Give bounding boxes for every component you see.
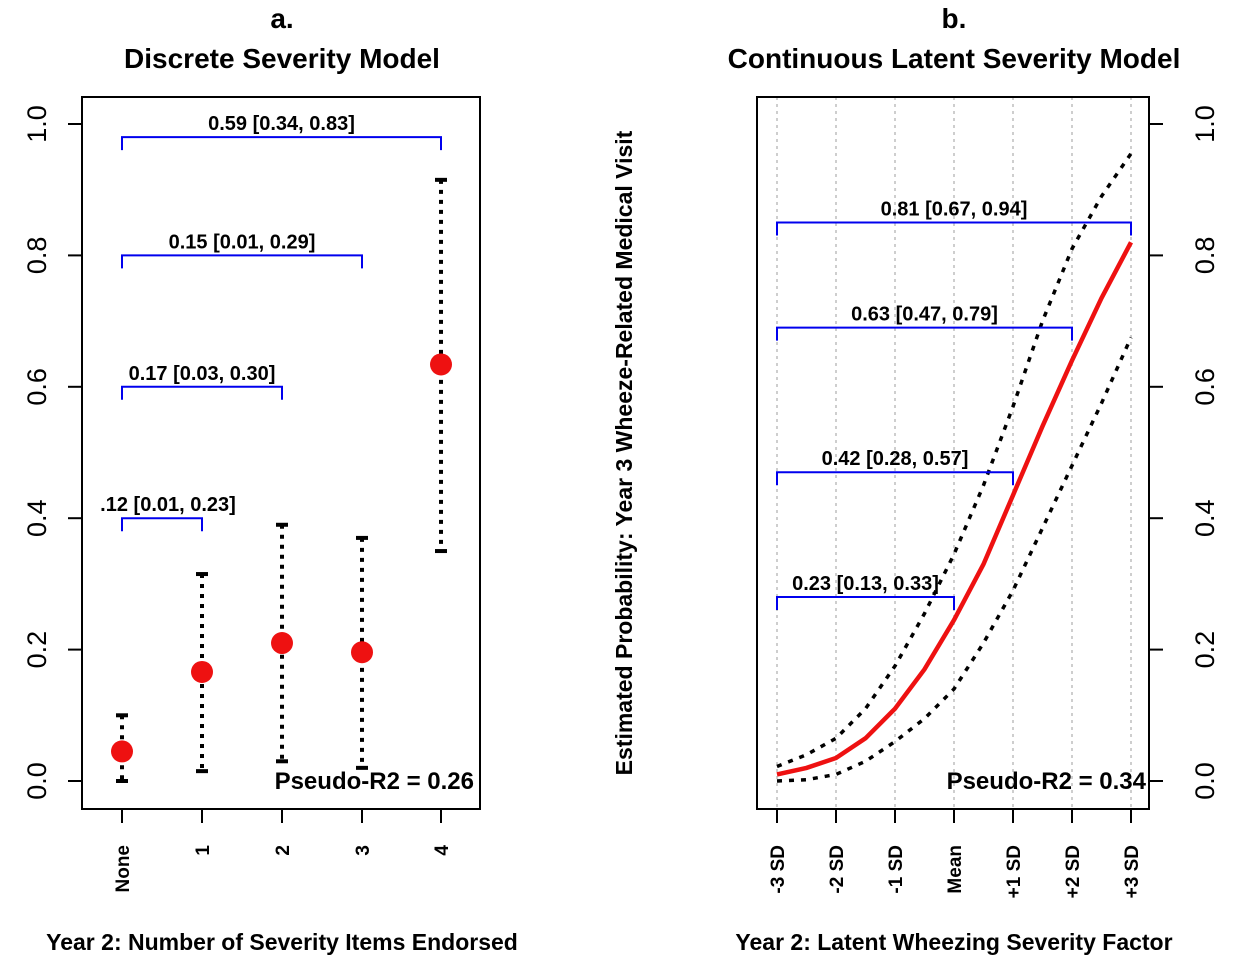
panel-b-curve-upper [776,152,1133,769]
panel-a-y-tick-label: 0.8 [22,237,52,275]
panel-b-y-tick-label: 1.0 [1190,105,1220,143]
panel-a-point [430,353,452,376]
panel-b-continuous-severity-chart: b. Continuous Latent Severity Model 0.00… [728,3,1220,955]
panel-a-y-tick-label: 0.4 [22,499,52,537]
panel-a-y-tick-label: 0.2 [22,631,52,669]
panel-b-pseudo-r2: Pseudo-R2 = 0.34 [947,768,1147,795]
panel-a-title: Discrete Severity Model [124,43,440,74]
panel-a-x-tick-label: 1 [193,845,214,856]
panel-b-curves [776,152,1133,783]
panel-b-brackets: 0.23 [0.13, 0.33] 0.42 [0.28, 0.57] 0.63 [… [776,199,1132,611]
panel-a-y-tick-label: 0.0 [22,762,52,800]
panel-b-x-tick-label: +1 SD [1004,845,1025,898]
panel-a-x-tick-label: None [113,845,134,893]
panel-b-curve-estimate [776,241,1133,777]
panel-b-x-tick-label: -2 SD [827,845,848,894]
y-axis-label: Estimated Probability: Year 3 Wheeze-Rel… [611,130,637,775]
panel-b-x-axis: -3 SD -2 SD -1 SD Mean +1 SD +2 SD +3 SD [768,809,1143,898]
panel-a-bracket [121,136,442,151]
panel-a-discrete-severity-chart: a. Discrete Severity Model 0.00.20.40.60… [22,3,518,955]
panel-b-letter: b. [942,3,967,34]
panel-b-y-axis: 0.0 0.2 0.4 0.6 0.8 1.0 [1149,105,1220,800]
panel-b-y-tick-label: 0.0 [1190,762,1220,800]
panel-a-point [271,632,293,655]
panel-b-bracket-label: 0.63 [0.47, 0.79] [851,304,998,326]
panel-b-x-tick-label: +2 SD [1063,845,1084,898]
panel-a-confidence-intervals [116,177,447,783]
panel-a-bracket-label: 0.17 [0.03, 0.30] [129,363,276,385]
panel-a-point [111,740,133,763]
panel-a-bracket-label: .12 [0.01, 0.23] [100,494,236,516]
panel-a-x-tick-label: 3 [353,845,374,856]
panel-a-point [351,641,373,664]
panel-b-x-tick-label: -1 SD [886,845,907,894]
panel-a-y-tick-label: 0.6 [22,368,52,406]
panel-b-y-tick-label: 0.8 [1190,237,1220,275]
panel-b-y-tick-label: 0.2 [1190,631,1220,669]
panel-a-bracket-label: 0.15 [0.01, 0.29] [169,231,316,253]
panel-a-letter: a. [270,3,293,34]
panel-a-x-tick-label: 4 [432,845,453,856]
panel-a-x-axis-label: Year 2: Number of Severity Items Endorse… [46,929,518,955]
panel-a-bracket [121,517,203,532]
panel-b-y-tick-label: 0.6 [1190,368,1220,406]
panel-a-pseudo-r2: Pseudo-R2 = 0.26 [275,768,474,795]
panel-b-bracket [776,471,1014,486]
panel-b-bracket [776,326,1073,341]
panel-a-points [111,353,452,763]
panel-a-plot-box [81,96,481,810]
panel-b-y-tick-label: 0.4 [1190,499,1220,537]
panel-b-bracket [776,221,1132,236]
panel-b-bracket-label: 0.42 [0.28, 0.57] [822,448,969,470]
panel-b-x-tick-label: +3 SD [1122,845,1143,898]
panel-a-bracket-label: 0.59 [0.34, 0.83] [208,113,355,135]
panel-b-title: Continuous Latent Severity Model [728,43,1181,74]
panel-a-y-tick-label: 1.0 [22,105,52,143]
panel-a-bracket [121,385,283,400]
panel-a-bracket [121,254,363,269]
panel-a-y-axis: 0.0 0.2 0.4 0.6 0.8 1.0 [22,105,82,800]
panel-b-bracket-label: 0.23 [0.13, 0.33] [792,573,939,595]
panel-b-x-tick-label: Mean [945,845,966,894]
panel-b-x-tick-label: -3 SD [768,845,789,894]
panel-a-brackets: .12 [0.01, 0.23] 0.17 [0.03, 0.30] 0.15 [0… [100,113,442,532]
panel-b-bracket [776,596,955,611]
panel-b-curve-lower [776,336,1133,783]
panel-a-x-axis: None 1 2 3 4 [113,809,453,893]
panel-a-point [191,660,213,683]
panel-a-x-tick-label: 2 [273,845,294,856]
panel-b-bracket-label: 0.81 [0.67, 0.94] [881,199,1028,221]
panel-b-x-axis-label: Year 2: Latent Wheezing Severity Factor [735,929,1172,955]
